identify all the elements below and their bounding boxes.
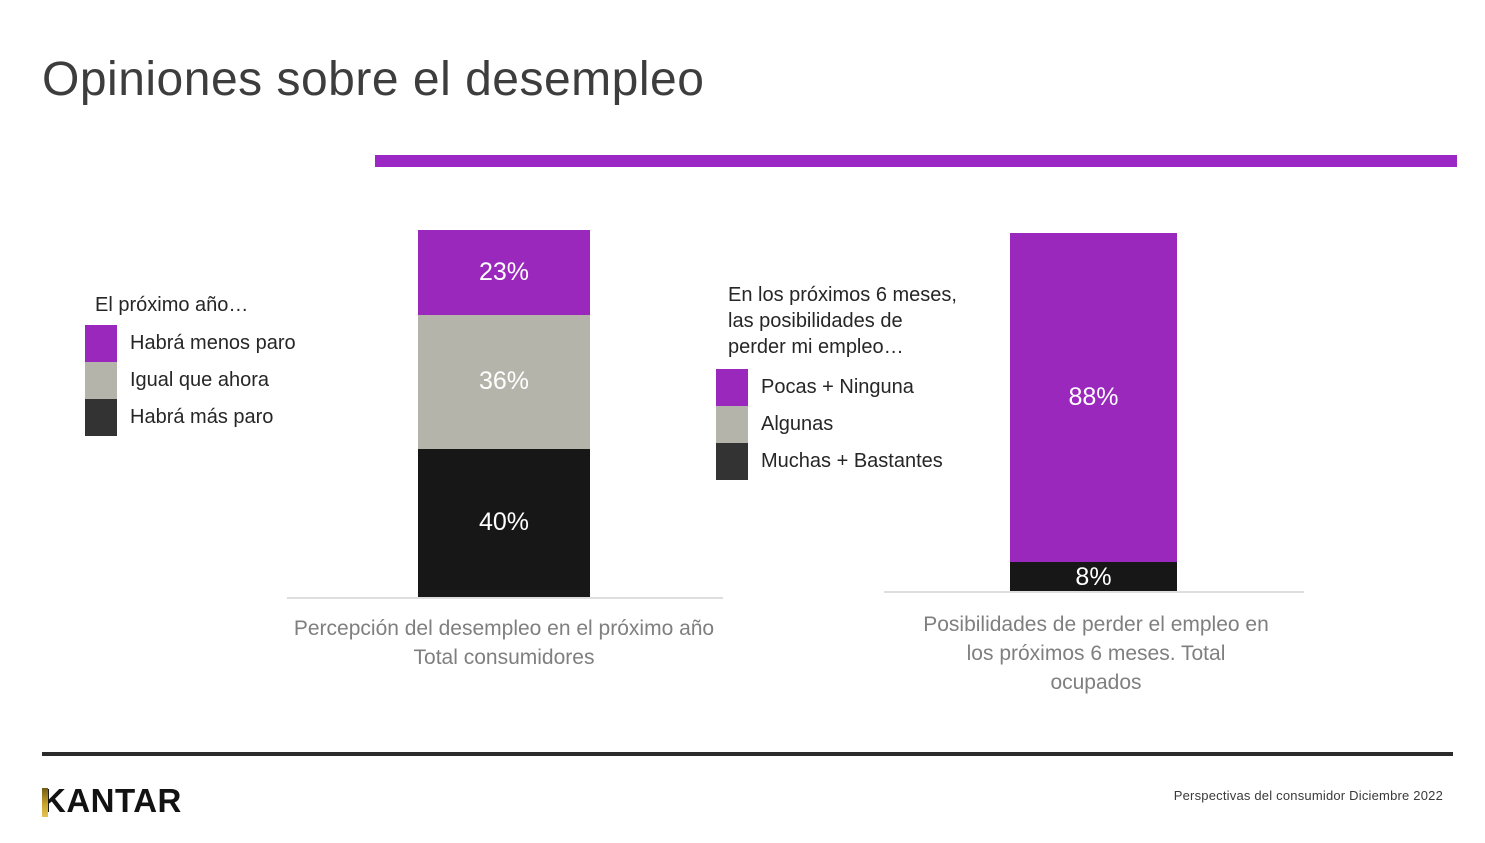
baseline-axis-right: [884, 591, 1304, 593]
legend-swatch-purple: [716, 369, 748, 406]
legend-item: Algunas: [716, 406, 1016, 443]
bar-segment-black: 8%: [1010, 562, 1177, 592]
bar-value-label: 40%: [478, 508, 530, 537]
legend-left: El próximo año… Habrá menos paro Igual q…: [85, 292, 405, 436]
chart-caption-line: los próximos 6 meses. Total: [966, 642, 1226, 665]
legend-swatch-purple: [85, 325, 117, 362]
legend-item: Muchas + Bastantes: [716, 443, 1016, 480]
legend-right-title-line: las posibilidades de: [728, 310, 903, 332]
bar-value-label: 23%: [478, 258, 530, 287]
purple-divider-rule: [375, 155, 1457, 167]
baseline-axis-left: [287, 597, 723, 599]
legend-left-title: El próximo año…: [95, 294, 249, 316]
chart-caption-line: ocupados: [1050, 671, 1142, 694]
bar-segment-black: 40%: [418, 448, 590, 597]
chart-caption-line: Posibilidades de perder el empleo en: [923, 613, 1269, 636]
legend-right-title-line: En los próximos 6 meses,: [728, 284, 957, 306]
bar-segment-gray: 36%: [418, 315, 590, 449]
legend-swatch-gray: [716, 406, 748, 443]
legend-swatch-charcoal: [85, 399, 117, 436]
page-title: Opiniones sobre el desempleo: [42, 53, 705, 106]
bar-segment-purple: 88%: [1010, 233, 1177, 563]
legend-swatch-charcoal: [716, 443, 748, 480]
legend-item-label: Igual que ahora: [130, 369, 270, 391]
legend-item-label: Muchas + Bastantes: [761, 450, 943, 472]
legend-item: Habrá menos paro: [85, 325, 405, 362]
chart-caption-line: Total consumidores: [413, 646, 595, 669]
legend-right: En los próximos 6 meses, las posibilidad…: [716, 282, 1016, 480]
chart-caption-line: Percepción del desempleo en el próximo a…: [293, 617, 715, 640]
legend-right-title: En los próximos 6 meses, las posibilidad…: [728, 282, 1016, 360]
legend-item-label: Algunas: [761, 413, 834, 435]
bar-segment-purple: 23%: [418, 230, 590, 316]
stacked-bar-right: 88% 8%: [1010, 233, 1177, 592]
kantar-logo: KANTAR: [42, 782, 182, 820]
legend-item: Pocas + Ninguna: [716, 369, 1016, 406]
bar-value-label: 88%: [1068, 383, 1119, 412]
footer-credit-text: Perspectivas del consumidor Diciembre 20…: [1173, 788, 1443, 803]
footer-divider: [42, 752, 1453, 756]
legend-item-label: Pocas + Ninguna: [761, 376, 914, 398]
stacked-bar-left: 23% 36% 40%: [418, 230, 590, 597]
kantar-logo-text: KANTAR: [42, 782, 182, 819]
legend-item-label: Habrá más paro: [130, 406, 274, 428]
legend-swatch-gray: [85, 362, 117, 399]
kantar-logo-gold-stripe-icon: [42, 788, 48, 817]
legend-item: Igual que ahora: [85, 362, 405, 399]
legend-item-label: Habrá menos paro: [130, 332, 296, 354]
bar-value-label: 8%: [1075, 562, 1112, 591]
chart-caption-right: Posibilidades de perder el empleo en los…: [875, 610, 1317, 697]
legend-right-title-line: perder mi empleo…: [728, 336, 904, 358]
legend-item: Habrá más paro: [85, 399, 405, 436]
bar-value-label: 36%: [478, 367, 530, 396]
chart-caption-left: Percepción del desempleo en el próximo a…: [248, 614, 760, 672]
